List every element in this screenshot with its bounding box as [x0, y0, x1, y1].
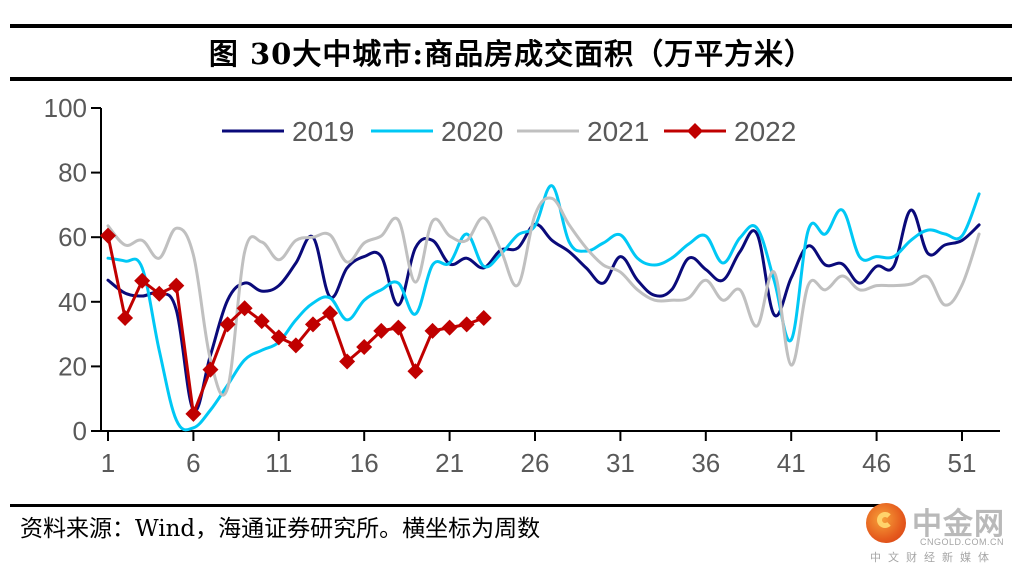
source-top-rule	[10, 504, 890, 507]
x-tick-label: 1	[101, 448, 115, 478]
cngold-logo-icon	[866, 503, 906, 543]
y-tick-label: 20	[58, 351, 87, 381]
data-point-2022	[287, 337, 304, 354]
x-tick-label: 51	[948, 448, 977, 478]
legend-marker	[687, 123, 703, 139]
data-point-2022	[304, 316, 321, 333]
data-point-2022	[339, 353, 356, 370]
x-tick-label: 41	[777, 448, 806, 478]
legend-item-2019: 2019	[222, 116, 354, 147]
data-point-2022	[390, 319, 407, 336]
title-bottom-rule	[10, 77, 1012, 81]
watermark-tagline: 中文财经新媒体	[870, 552, 996, 564]
data-point-2022	[253, 313, 270, 330]
data-point-2022	[475, 309, 492, 326]
x-tick-label: 6	[186, 448, 200, 478]
x-tick-label: 26	[521, 448, 550, 478]
y-tick-label: 40	[58, 287, 87, 317]
x-tick-label: 46	[862, 448, 891, 478]
legend-label: 2019	[292, 116, 354, 147]
x-tick-label: 36	[691, 448, 720, 478]
y-tick-label: 80	[58, 158, 87, 188]
data-point-2022	[185, 405, 202, 422]
data-point-2022	[236, 300, 253, 317]
watermark-brand: 中金网	[912, 507, 1005, 542]
data-point-2022	[134, 272, 151, 289]
source-note: 资料来源：Wind，海通证券研究所。横坐标为周数	[20, 516, 541, 542]
x-tick-label: 31	[606, 448, 635, 478]
x-tick-label: 11	[265, 448, 292, 478]
x-tick-label: 16	[350, 448, 379, 478]
legend-label: 2022	[734, 116, 796, 147]
data-point-2022	[202, 361, 219, 378]
data-point-2022	[441, 319, 458, 336]
title-top-rule	[10, 24, 1012, 28]
data-point-2022	[270, 329, 287, 346]
data-point-2022	[424, 322, 441, 339]
y-tick-label: 0	[73, 416, 87, 446]
data-point-2022	[151, 285, 168, 302]
figure-title: 图 30大中城市:商品房成交面积（万平方米）	[208, 37, 815, 71]
series-line-2021	[106, 196, 981, 397]
watermark-domain: CNGOLD.COM.CN	[920, 537, 1005, 547]
data-point-2022	[458, 316, 475, 333]
watermark-logo: 中金网 CNGOLD.COM.CN 中文财经新媒体	[862, 497, 1022, 567]
legend-item-2022: 2022	[664, 116, 796, 147]
series-2019	[106, 208, 981, 413]
data-point-2022	[100, 227, 116, 244]
legend-label: 2021	[587, 116, 649, 147]
data-point-2022	[407, 363, 424, 380]
data-point-2022	[322, 305, 339, 322]
y-tick-label: 100	[44, 93, 87, 123]
legend: 2019 2020 2021 2022	[222, 116, 796, 147]
series-2022	[100, 227, 492, 422]
data-point-2022	[373, 322, 390, 339]
data-point-2022	[219, 316, 236, 333]
legend-item-2021: 2021	[517, 116, 649, 147]
data-point-2022	[356, 339, 373, 356]
series-line-2019	[106, 208, 981, 413]
x-tick-label: 21	[435, 448, 464, 478]
series-2021	[106, 196, 981, 397]
data-point-2022	[168, 277, 185, 294]
legend-label: 2020	[441, 116, 503, 147]
series-layer	[100, 184, 981, 432]
y-tick-label: 60	[58, 222, 87, 252]
legend-item-2020: 2020	[371, 116, 503, 147]
data-point-2022	[117, 309, 134, 326]
